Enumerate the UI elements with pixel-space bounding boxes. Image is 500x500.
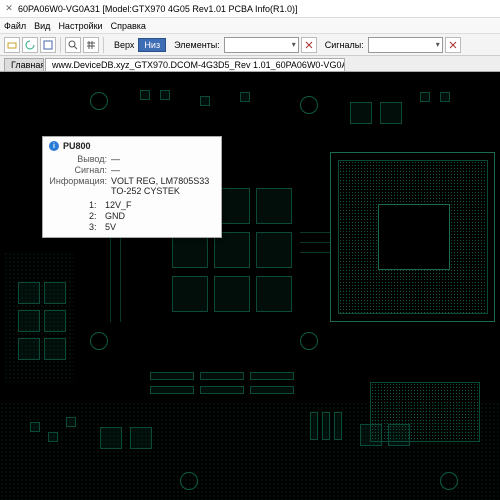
tooltip-val: —	[111, 154, 215, 164]
component	[160, 90, 170, 100]
component-tooltip: i PU800 Вывод: — Сигнал: — Информация:VOLT…	[42, 136, 222, 238]
component	[240, 92, 250, 102]
tabbar: Главная www.DeviceDB.xyz_GTX970.DCOM-4G3…	[0, 56, 500, 72]
component	[334, 412, 342, 440]
component	[18, 338, 40, 360]
component	[440, 92, 450, 102]
save-icon[interactable]	[40, 37, 56, 53]
menubar: Файл Вид Настройки Справка	[0, 18, 500, 34]
component	[44, 282, 66, 304]
component	[350, 102, 372, 124]
mount-hole	[300, 96, 318, 114]
component	[66, 417, 76, 427]
pin-val: 12V_F	[105, 200, 132, 210]
component	[200, 372, 244, 380]
pin-num: 2:	[89, 211, 105, 221]
component	[18, 282, 40, 304]
trace	[300, 232, 330, 233]
tooltip-key: Информация:	[49, 176, 107, 196]
menu-settings[interactable]: Настройки	[58, 21, 102, 31]
mount-hole	[180, 472, 198, 490]
side-label: Верх	[114, 40, 134, 50]
pin-val: 5V	[105, 222, 116, 232]
component	[200, 96, 210, 106]
elements-combo[interactable]	[224, 37, 299, 53]
clear-signals-icon[interactable]	[445, 37, 461, 53]
component	[420, 92, 430, 102]
refresh-icon[interactable]	[22, 37, 38, 53]
component	[140, 90, 150, 100]
tooltip-key: Сигнал:	[49, 165, 107, 175]
component	[30, 422, 40, 432]
pin-num: 3:	[89, 222, 105, 232]
menu-file[interactable]: Файл	[4, 21, 26, 31]
mount-hole	[440, 472, 458, 490]
component	[200, 386, 244, 394]
tab-file[interactable]: www.DeviceDB.xyz_GTX970.DCOM-4G3D5_Rev 1…	[45, 58, 345, 71]
gpu-die	[378, 204, 450, 270]
component	[100, 427, 122, 449]
signals-combo[interactable]	[368, 37, 443, 53]
bga-small	[370, 382, 480, 442]
window-title: 60PA06W0-VG0A31 [Model:GTX970 4G05 Rev1.…	[18, 4, 297, 14]
tab-home[interactable]: Главная	[4, 58, 44, 71]
component	[256, 188, 292, 224]
trace	[300, 252, 330, 253]
grid-icon[interactable]	[83, 37, 99, 53]
pin-val: GND	[105, 211, 125, 221]
component	[310, 412, 318, 440]
component	[130, 427, 152, 449]
component	[172, 276, 208, 312]
trace	[300, 242, 330, 243]
toolbar: Верх Низ Элементы: Сигналы:	[0, 34, 500, 56]
separator	[103, 37, 104, 53]
component	[380, 102, 402, 124]
menu-view[interactable]: Вид	[34, 21, 50, 31]
open-icon[interactable]	[4, 37, 20, 53]
tooltip-key: Вывод:	[49, 154, 107, 164]
mount-hole	[300, 332, 318, 350]
clear-elements-icon[interactable]	[301, 37, 317, 53]
app-icon: ✕	[4, 4, 14, 14]
component	[322, 412, 330, 440]
board-canvas[interactable]: i PU800 Вывод: — Сигнал: — Информация:VOLT…	[0, 72, 500, 500]
component	[150, 386, 194, 394]
tooltip-val: VOLT REG, LM7805S33 TO-252 CYSTEK	[111, 176, 215, 196]
component	[214, 276, 250, 312]
info-icon: i	[49, 141, 59, 151]
component	[256, 232, 292, 268]
side-bottom-button[interactable]: Низ	[138, 38, 166, 52]
zoom-icon[interactable]	[65, 37, 81, 53]
tooltip-val: —	[111, 165, 215, 175]
component	[250, 372, 294, 380]
elements-label: Элементы:	[174, 40, 220, 50]
mount-hole	[90, 332, 108, 350]
pin-num: 1:	[89, 200, 105, 210]
signals-label: Сигналы:	[325, 40, 364, 50]
component	[44, 310, 66, 332]
component	[18, 310, 40, 332]
tooltip-title: PU800	[63, 141, 91, 151]
menu-help[interactable]: Справка	[111, 21, 146, 31]
component	[150, 372, 194, 380]
component	[48, 432, 58, 442]
titlebar: ✕ 60PA06W0-VG0A31 [Model:GTX970 4G05 Rev…	[0, 0, 500, 18]
component	[256, 276, 292, 312]
mount-hole	[90, 92, 108, 110]
separator	[60, 37, 61, 53]
component	[250, 386, 294, 394]
component	[44, 338, 66, 360]
